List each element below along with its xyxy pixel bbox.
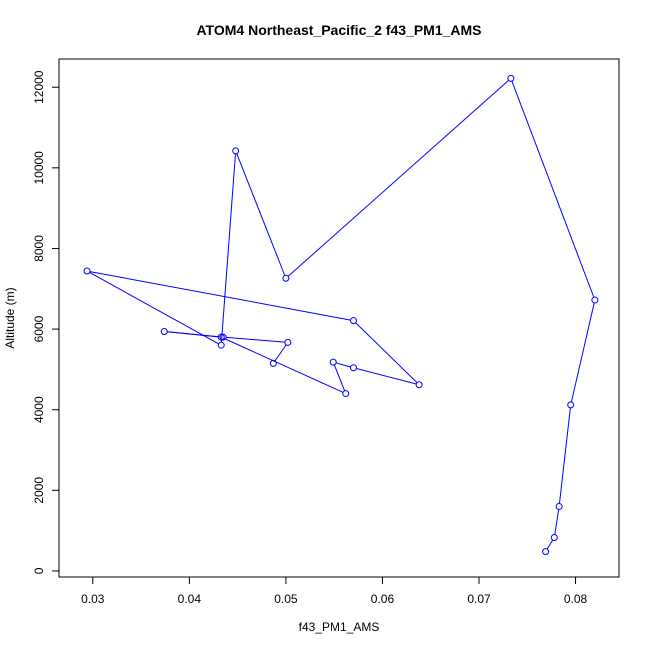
line-segment [274,344,287,362]
line-segment [89,272,219,345]
line-segment [355,322,418,383]
y-tick-label: 12000 [32,70,46,104]
data-point [567,401,575,409]
data-point [349,317,357,325]
line-segment [546,539,554,550]
data-point [232,147,240,155]
y-tick-label: 2000 [32,477,46,504]
line-segment [333,364,346,391]
data-point [542,548,550,556]
line-segment [220,153,236,343]
line-segment [558,407,571,504]
line-segment [287,79,509,277]
series-points [83,74,599,556]
x-axis: 0.03 0.04 0.05 0.06 0.07 0.08 [81,577,588,606]
data-point [219,333,227,341]
line-segment [223,337,344,393]
line-segment [335,362,351,368]
line-segment [356,368,417,385]
x-tick-label: 0.08 [564,592,588,606]
y-tick-label: 8000 [32,235,46,262]
line-segment [226,336,285,343]
line-segment [511,80,595,298]
x-tick-label: 0.05 [274,592,298,606]
x-axis-label: f43_PM1_AMS [299,620,380,634]
series-line [89,79,595,550]
line-segment [554,509,560,535]
x-tick-label: 0.04 [178,592,202,606]
line-segment [89,271,351,321]
data-point [591,296,599,304]
line-segment [167,331,221,338]
plot-frame [58,58,620,578]
y-axis-label: Altitude (m) [3,287,17,348]
chart-title: ATOM4 Northeast_Pacific_2 f43_PM1_AMS [196,22,481,38]
data-point [349,364,357,372]
y-tick-label: 6000 [32,315,46,342]
data-point [269,359,277,367]
line-segment [236,153,286,276]
data-point [284,338,292,346]
data-point [550,533,558,541]
data-point [83,267,91,275]
data-point [217,341,225,349]
data-point [282,274,290,282]
y-tick-label: 4000 [32,396,46,423]
data-point [160,328,168,336]
data-point [217,333,225,341]
y-tick-label: 10000 [32,151,46,185]
data-point [329,358,337,366]
x-tick-label: 0.07 [467,592,491,606]
data-point [342,390,350,398]
y-axis: 0 2000 4000 6000 8000 10000 12000 [32,70,59,574]
x-tick-label: 0.06 [371,592,395,606]
data-point [507,74,515,82]
line-segment [570,302,595,403]
data-point [555,502,563,510]
y-tick-label: 0 [32,567,46,574]
x-tick-label: 0.03 [81,592,105,606]
data-point [415,381,423,389]
